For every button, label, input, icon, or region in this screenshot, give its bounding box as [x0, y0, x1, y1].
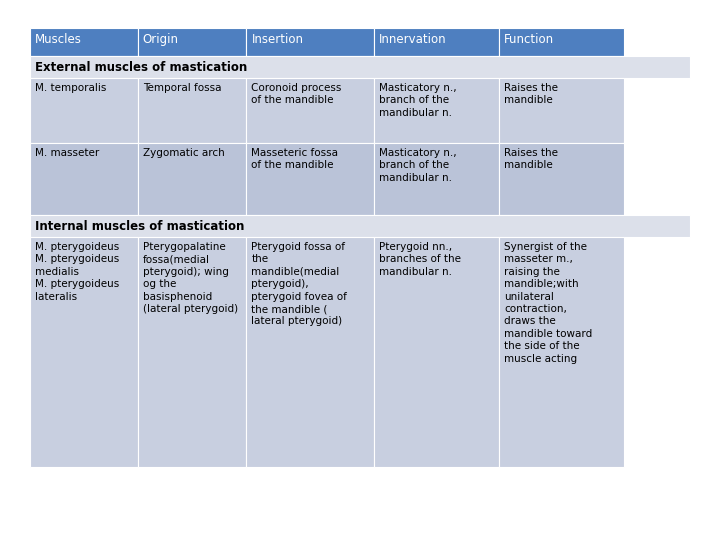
Text: Internal muscles of mastication: Internal muscles of mastication — [35, 220, 244, 233]
Bar — [138, 237, 246, 467]
Bar — [30, 28, 138, 56]
Bar — [138, 78, 246, 143]
Bar — [499, 28, 624, 56]
Text: Pterygoid fossa of
the
mandible(medial
pterygoid),
pterygoid fovea of
the mandib: Pterygoid fossa of the mandible(medial p… — [251, 242, 347, 326]
Text: Raises the
mandible: Raises the mandible — [504, 148, 558, 171]
Text: External muscles of mastication: External muscles of mastication — [35, 61, 247, 74]
Bar — [374, 28, 499, 56]
Text: M. pterygoideus
M. pterygoideus
medialis
M. pterygoideus
lateralis: M. pterygoideus M. pterygoideus medialis… — [35, 242, 120, 302]
Text: Origin: Origin — [143, 33, 179, 46]
Bar — [246, 143, 374, 215]
Text: Masticatory n.,
branch of the
mandibular n.: Masticatory n., branch of the mandibular… — [379, 83, 456, 118]
Bar — [138, 143, 246, 215]
Bar — [30, 143, 138, 215]
Bar — [374, 237, 499, 467]
Text: Raises the
mandible: Raises the mandible — [504, 83, 558, 105]
Text: Function: Function — [504, 33, 554, 46]
Text: Pterygopalatine
fossa(medial
pterygoid); wing
og the
basisphenoid
(lateral ptery: Pterygopalatine fossa(medial pterygoid);… — [143, 242, 238, 314]
Bar — [30, 215, 690, 237]
Text: M. masseter: M. masseter — [35, 148, 99, 158]
Text: Pterygoid nn.,
branches of the
mandibular n.: Pterygoid nn., branches of the mandibula… — [379, 242, 461, 277]
Text: Insertion: Insertion — [251, 33, 304, 46]
Bar — [499, 78, 624, 143]
Bar — [246, 78, 374, 143]
Bar — [246, 237, 374, 467]
Text: Temporal fossa: Temporal fossa — [143, 83, 221, 93]
Text: Innervation: Innervation — [379, 33, 446, 46]
Text: M. temporalis: M. temporalis — [35, 83, 107, 93]
Text: Masseteric fossa
of the mandible: Masseteric fossa of the mandible — [251, 148, 338, 171]
Bar — [374, 143, 499, 215]
Text: Muscles: Muscles — [35, 33, 82, 46]
Text: Zygomatic arch: Zygomatic arch — [143, 148, 225, 158]
Bar — [499, 143, 624, 215]
Bar — [374, 78, 499, 143]
Bar — [30, 78, 138, 143]
Bar — [30, 237, 138, 467]
Text: Coronoid process
of the mandible: Coronoid process of the mandible — [251, 83, 342, 105]
Bar — [246, 28, 374, 56]
Bar — [138, 28, 246, 56]
Bar — [499, 237, 624, 467]
Text: Synergist of the
masseter m.,
raising the
mandible;with
unilateral
contraction,
: Synergist of the masseter m., raising th… — [504, 242, 593, 363]
Bar — [30, 56, 690, 78]
Text: Masticatory n.,
branch of the
mandibular n.: Masticatory n., branch of the mandibular… — [379, 148, 456, 183]
